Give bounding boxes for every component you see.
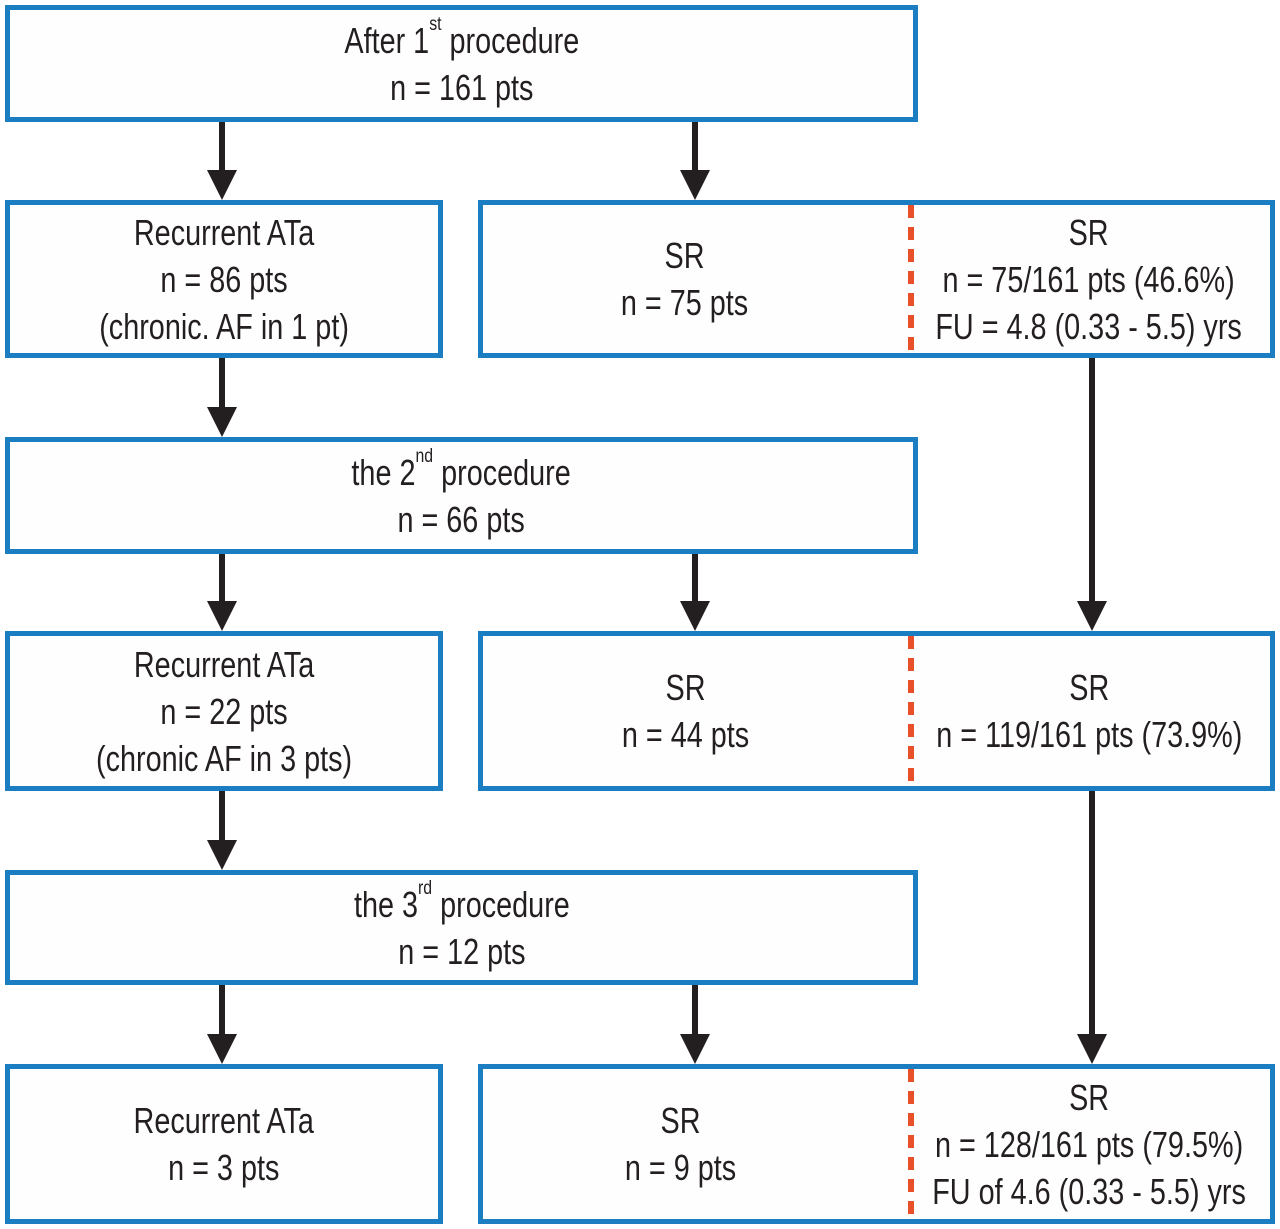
box-title: Recurrent ATa: [133, 643, 315, 685]
arrow-shaft: [692, 122, 698, 176]
arrow-proc3-to-sr3: [680, 985, 710, 1064]
patient-count: n = 66 pts: [397, 498, 526, 540]
arrow-head: [1077, 1034, 1107, 1064]
ordinal-suffix: st: [428, 12, 442, 35]
patient-count: n = 128/161 pts (79.5%): [934, 1123, 1244, 1165]
procedure-title-post: procedure: [431, 883, 570, 925]
arrow-head: [207, 1034, 237, 1064]
followup-text: FU of 4.6 (0.33 - 5.5) yrs: [932, 1170, 1246, 1212]
arrow-head: [207, 170, 237, 200]
followup-text: FU = 4.8 (0.33 - 5.5) yrs: [935, 305, 1243, 347]
patient-count: n = 22 pts: [160, 690, 288, 732]
sr-cumulative-panel: SR n = 119/161 pts (73.9%): [898, 636, 1280, 786]
arrow-shaft: [1089, 358, 1095, 607]
arrow-head: [680, 1034, 710, 1064]
sr-label: SR: [665, 667, 706, 708]
box-sr-after-second: SR n = 44 pts SR n = 119/161 pts (73.9%): [478, 631, 1275, 791]
box-content: SR n = 119/161 pts (73.9%): [936, 664, 1242, 758]
procedure-title-post: procedure: [441, 19, 579, 61]
arrow-shaft: [219, 791, 225, 846]
box-title: Recurrent ATa: [133, 211, 315, 253]
box-recurrent-ata-1: Recurrent ATa n = 86 pts (chronic. AF in…: [5, 200, 443, 358]
arrow-proc1-to-sr1: [680, 122, 710, 200]
arrow-sr2-to-sr3: [1077, 791, 1107, 1064]
sr-label: SR: [1068, 667, 1109, 708]
box-content: Recurrent ATa n = 86 pts (chronic. AF in…: [99, 209, 349, 350]
arrow-sr1-to-sr2: [1077, 358, 1107, 631]
box-content: SR n = 128/161 pts (79.5%) FU of 4.6 (0.…: [932, 1074, 1246, 1215]
arrow-proc2-to-sr2: [680, 554, 710, 631]
procedure-title: After 1st procedure: [344, 14, 579, 64]
procedure-title: the 3rd procedure: [353, 878, 570, 928]
patient-count: n = 12 pts: [397, 930, 526, 972]
arrow-shaft: [219, 122, 225, 176]
patient-count: n = 75 pts: [621, 282, 749, 323]
box-content: the 2nd procedure n = 66 pts: [351, 446, 572, 543]
arrow-shaft: [219, 985, 225, 1040]
dashed-divider: [908, 636, 914, 786]
box-third-procedure: the 3rd procedure n = 12 pts: [5, 870, 918, 985]
procedure-title-post: procedure: [433, 451, 572, 493]
sr-current-panel: SR n = 44 pts: [473, 636, 898, 786]
dashed-divider: [908, 1069, 914, 1219]
box-sr-after-third: SR n = 9 pts SR n = 128/161 pts (79.5%) …: [478, 1064, 1275, 1224]
arrow-proc3-to-recurrent3: [207, 985, 237, 1064]
sr-label: SR: [660, 1100, 701, 1141]
sr-current-panel: SR n = 9 pts: [468, 1069, 893, 1219]
arrow-shaft: [219, 358, 225, 413]
sr-current-panel: SR n = 75 pts: [472, 205, 897, 353]
procedure-title: the 2nd procedure: [351, 446, 572, 496]
arrow-shaft: [692, 985, 698, 1040]
patient-count: n = 44 pts: [621, 714, 749, 755]
patient-count: n = 161 pts: [389, 66, 534, 108]
box-content: Recurrent ATa n = 22 pts (chronic AF in …: [96, 641, 352, 782]
sr-cumulative-panel: SR n = 128/161 pts (79.5%) FU of 4.6 (0.…: [893, 1069, 1280, 1219]
arrow-head: [1077, 601, 1107, 631]
box-recurrent-ata-2: Recurrent ATa n = 22 pts (chronic AF in …: [5, 631, 443, 791]
box-content: After 1st procedure n = 161 pts: [344, 14, 579, 111]
arrow-proc1-to-recurrent1: [207, 122, 237, 200]
patient-count: n = 3 pts: [168, 1147, 280, 1188]
box-content: SR n = 75 pts: [621, 232, 748, 326]
box-content: Recurrent ATa n = 3 pts: [134, 1097, 314, 1191]
patient-count: n = 86 pts: [160, 258, 288, 300]
box-note: (chronic AF in 3 pts): [95, 737, 353, 779]
procedure-title-pre: After 1: [344, 19, 429, 61]
ordinal-suffix: rd: [417, 876, 432, 899]
box-after-first-procedure: After 1st procedure n = 161 pts: [5, 5, 918, 122]
box-second-procedure: the 2nd procedure n = 66 pts: [5, 437, 918, 554]
arrow-shaft: [1089, 791, 1095, 1040]
procedure-title-pre: the 2: [351, 451, 416, 493]
arrow-head: [680, 170, 710, 200]
box-note: (chronic. AF in 1 pt): [99, 305, 349, 347]
arrow-recurrent2-to-proc3: [207, 791, 237, 870]
box-content: SR n = 75/161 pts (46.6%) FU = 4.8 (0.33…: [936, 209, 1243, 350]
sr-label: SR: [1069, 211, 1110, 253]
arrow-recurrent1-to-proc2: [207, 358, 237, 437]
sr-cumulative-panel: SR n = 75/161 pts (46.6%) FU = 4.8 (0.33…: [897, 205, 1280, 353]
box-content: SR n = 44 pts: [622, 664, 749, 758]
box-title: Recurrent ATa: [133, 1100, 315, 1141]
arrow-head: [207, 840, 237, 870]
box-content: SR n = 9 pts: [625, 1097, 736, 1191]
arrow-head: [207, 407, 237, 437]
box-content: the 3rd procedure n = 12 pts: [353, 878, 570, 975]
dashed-divider: [908, 205, 914, 353]
sr-label: SR: [664, 235, 705, 276]
sr-label: SR: [1069, 1076, 1110, 1118]
arrow-shaft: [219, 554, 225, 607]
box-sr-after-first: SR n = 75 pts SR n = 75/161 pts (46.6%) …: [478, 200, 1275, 358]
ordinal-suffix: nd: [415, 444, 434, 467]
arrow-head: [207, 601, 237, 631]
patient-count: n = 119/161 pts (73.9%): [935, 714, 1243, 755]
arrow-proc2-to-recurrent2: [207, 554, 237, 631]
arrow-head: [680, 601, 710, 631]
procedure-title-pre: the 3: [353, 883, 418, 925]
patient-count: n = 9 pts: [624, 1147, 737, 1188]
arrow-shaft: [692, 554, 698, 607]
box-recurrent-ata-3: Recurrent ATa n = 3 pts: [5, 1064, 443, 1224]
patient-count: n = 75/161 pts (46.6%): [942, 258, 1236, 300]
